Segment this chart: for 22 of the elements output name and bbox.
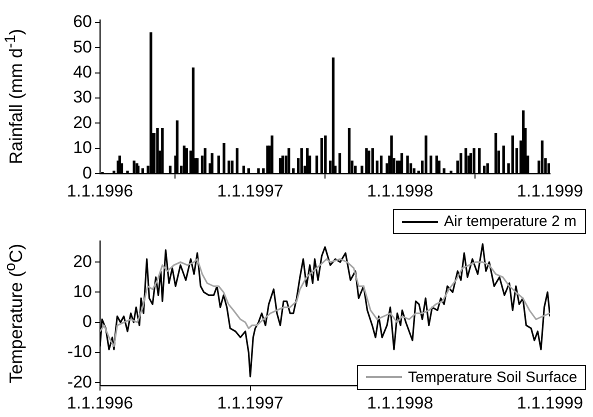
y-tick-label: 0 <box>82 163 92 182</box>
x-tick-label: 1.1.1996 <box>66 393 134 412</box>
x-tick-label: 1.1.1998 <box>367 393 434 412</box>
y-tick-label: 20 <box>73 252 92 271</box>
y-tick-label: 60 <box>73 12 92 32</box>
x-tick-label: 1.1.1998 <box>367 181 434 200</box>
y-tick-label: 10 <box>73 138 92 158</box>
y-tick-label: 30 <box>73 88 92 107</box>
x-tick-label: 1.1.1996 <box>66 181 134 200</box>
y-tick-label: 50 <box>73 37 92 56</box>
legend-label: Air temperature 2 m <box>444 213 577 230</box>
x-tick-label: 1.1.1999 <box>516 181 584 200</box>
x-tick-label: 1.1.1997 <box>217 393 284 412</box>
x-tick-label: 1.1.1997 <box>217 181 284 200</box>
y-tick-label: -20 <box>67 372 92 392</box>
y-tick-label: -10 <box>67 342 92 362</box>
x-tick-label: 1.1.1999 <box>516 393 584 412</box>
y-tick-label: 20 <box>73 112 92 132</box>
y-tick-label: 10 <box>73 282 92 301</box>
y-tick-label: 0 <box>82 312 92 332</box>
legend-label: Temperature Soil Surface <box>408 368 578 386</box>
y-tick-label: 40 <box>73 62 92 82</box>
